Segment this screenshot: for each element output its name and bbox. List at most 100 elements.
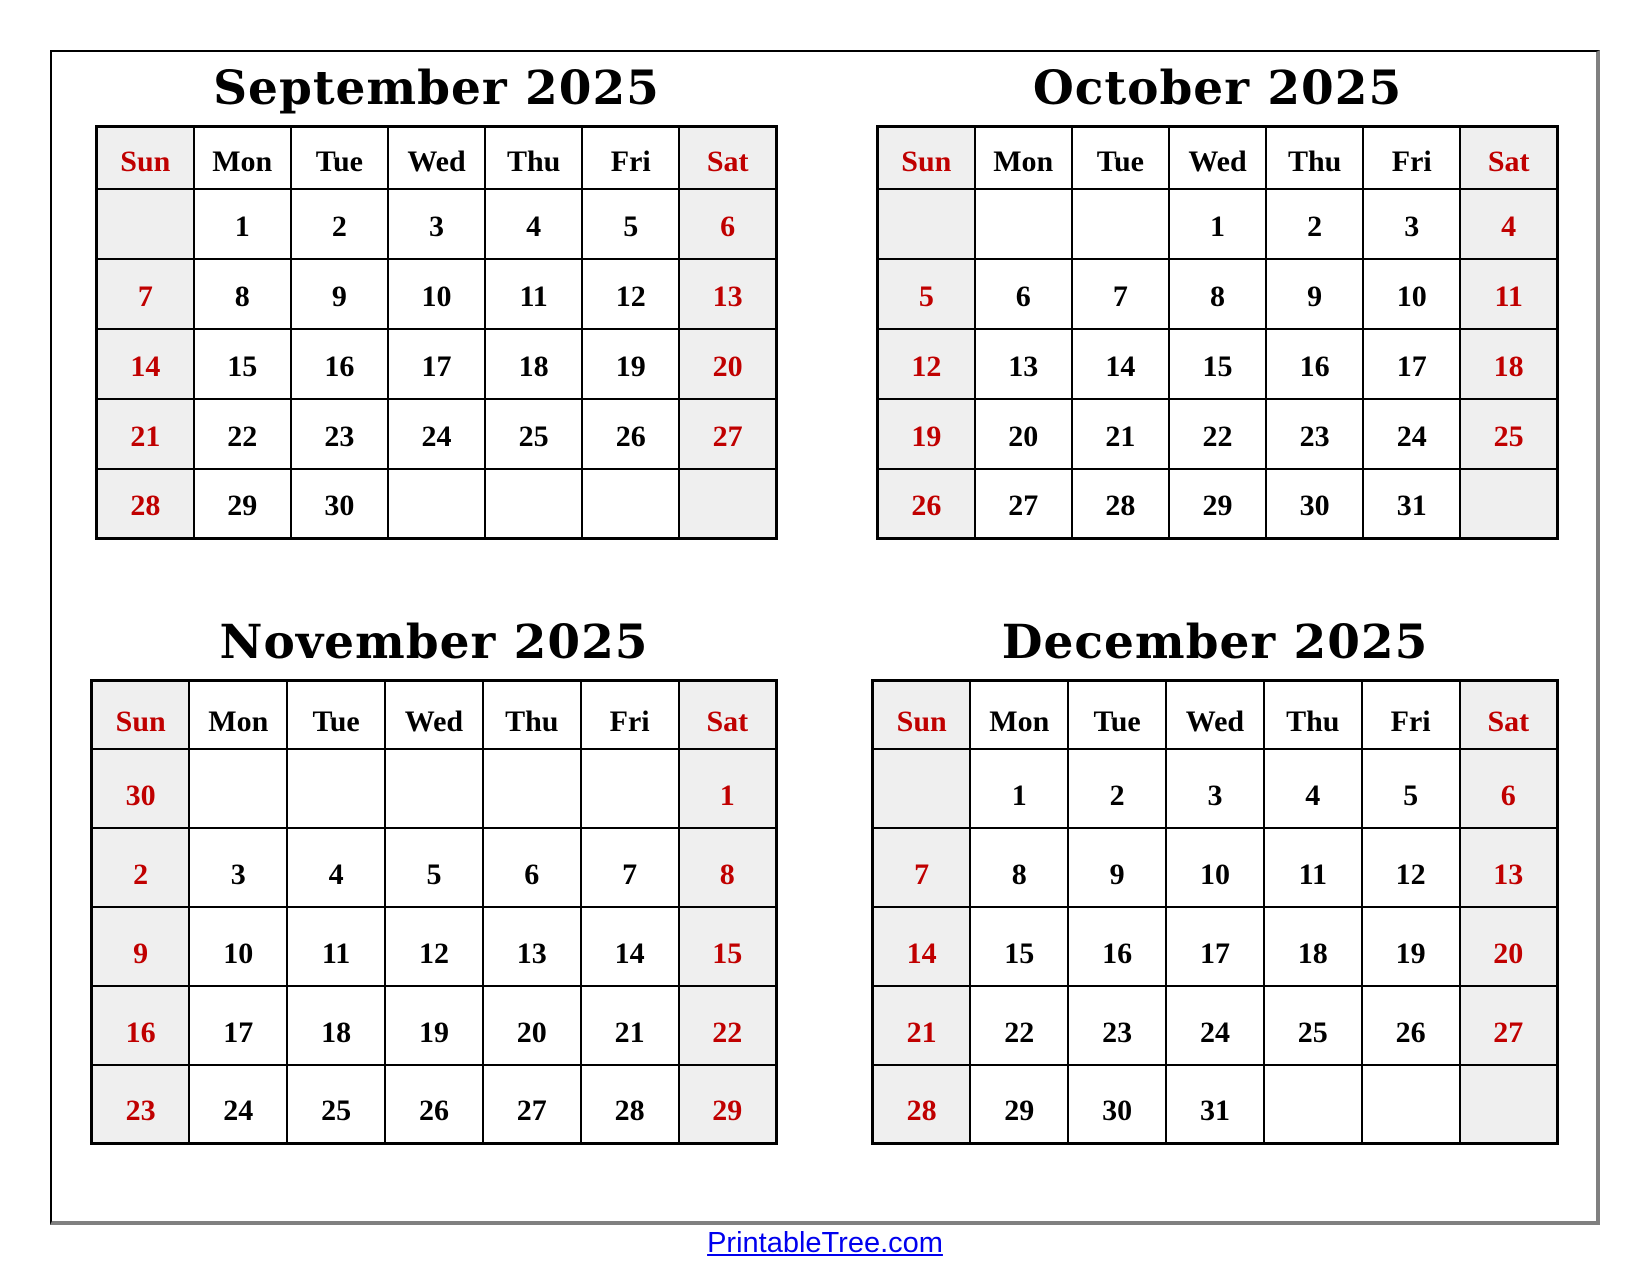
day-cell: 28 [579,1063,680,1145]
day-cell: 4 [484,187,584,260]
day-cell: 9 [90,905,191,987]
weekday-header-sun: Sun [876,125,976,190]
day-cell: 18 [484,327,584,400]
day-cell: 26 [581,397,681,470]
month-grid-october: Sun Mon Tue Wed Thu Fri Sat 1 2 3 4 5 6 7 8 9 10 11 12 13 14… [876,125,1559,540]
day-cell-empty [871,747,972,829]
week-row: 5 6 7 8 9 10 11 [876,257,1559,330]
day-cell: 4 [1459,187,1559,260]
day-cell: 12 [1360,826,1461,908]
weekday-header-sat: Sat [677,679,778,750]
week-row: 14 15 16 17 18 19 20 [95,327,778,400]
day-cell: 22 [1167,397,1268,470]
day-cell: 22 [969,984,1070,1066]
day-cell: 27 [973,467,1073,540]
day-cell: 10 [386,257,487,330]
day-cell: 18 [286,984,387,1066]
weekday-header-mon: Mon [969,679,1070,750]
weekday-header-sun: Sun [871,679,972,750]
footer: PrintableTree.com [0,1227,1650,1260]
calendar-december: December 2025 Sun Mon Tue Wed Thu Fri Sat 1 2 3 4 5… [871,606,1559,1145]
day-cell: 26 [384,1063,484,1145]
day-cell-empty [1459,467,1559,540]
day-cell: 18 [1262,905,1363,987]
day-cell: 30 [1265,467,1365,540]
weekday-header-wed: Wed [386,125,487,190]
day-cell: 26 [1360,984,1461,1066]
day-cell: 9 [1265,257,1365,330]
day-cell: 25 [286,1063,387,1145]
day-cell: 10 [1362,257,1462,330]
weekday-header-wed: Wed [1165,679,1265,750]
day-cell: 4 [286,826,387,908]
day-cell: 23 [1067,984,1168,1066]
weekday-header-thu: Thu [1262,679,1363,750]
day-cell-empty [386,467,487,540]
day-cell: 21 [1070,397,1170,470]
day-cell: 5 [1360,747,1461,829]
day-cell: 15 [1167,327,1268,400]
day-cell: 11 [1459,257,1559,330]
day-cell: 31 [1165,1063,1265,1145]
day-cell: 30 [90,747,191,829]
day-cell: 7 [871,826,972,908]
day-cell: 31 [1362,467,1462,540]
day-cell-empty [384,747,484,829]
day-cell: 21 [95,397,195,470]
day-cell-empty [1458,1063,1559,1145]
day-cell: 17 [386,327,487,400]
day-cell: 13 [678,257,778,330]
month-grid-december: Sun Mon Tue Wed Thu Fri Sat 1 2 3 4 5 6 7 8 9 10 11 12 13 14… [871,679,1559,1145]
week-row: 28 29 30 31 [871,1063,1559,1145]
day-cell: 22 [677,984,778,1066]
day-cell: 3 [1165,747,1265,829]
day-cell: 25 [484,397,584,470]
day-cell: 12 [581,257,681,330]
day-cell: 3 [1362,187,1462,260]
day-cell: 9 [1067,826,1168,908]
weekday-header-mon: Mon [188,679,289,750]
month-title: September 2025 [213,61,660,116]
day-cell: 14 [1070,327,1170,400]
week-row: 12 13 14 15 16 17 18 [876,327,1559,400]
day-cell: 1 [192,187,292,260]
day-cell: 17 [1362,327,1462,400]
day-cell: 1 [677,747,778,829]
day-cell: 16 [1067,905,1168,987]
printabletree-link[interactable]: PrintableTree.com [707,1227,943,1259]
weekday-header-row: Sun Mon Tue Wed Thu Fri Sat [876,125,1559,190]
day-cell: 20 [678,327,778,400]
day-cell: 17 [188,984,289,1066]
day-cell-empty [286,747,387,829]
day-cell-empty [1360,1063,1461,1145]
day-cell: 2 [90,826,191,908]
week-row: 14 15 16 17 18 19 20 [871,905,1559,987]
day-cell: 25 [1459,397,1559,470]
day-cell: 29 [1167,467,1268,540]
weekday-header-tue: Tue [1070,125,1170,190]
day-cell-empty [1070,187,1170,260]
day-cell: 29 [192,467,292,540]
day-cell: 30 [1067,1063,1168,1145]
day-cell: 5 [384,826,484,908]
week-row: 9 10 11 12 13 14 15 [90,905,778,987]
weekday-header-tue: Tue [286,679,387,750]
day-cell: 23 [90,1063,191,1145]
weekday-header-wed: Wed [384,679,484,750]
day-cell: 13 [1458,826,1559,908]
day-cell: 15 [192,327,292,400]
day-cell-empty [1262,1063,1363,1145]
day-cell: 8 [192,257,292,330]
weekday-header-fri: Fri [581,125,681,190]
day-cell-empty [973,187,1073,260]
week-row: 26 27 28 29 30 31 [876,467,1559,540]
day-cell: 8 [1167,257,1268,330]
day-cell: 24 [386,397,487,470]
day-cell: 5 [581,187,681,260]
day-cell: 1 [969,747,1070,829]
day-cell-empty [95,187,195,260]
day-cell: 23 [289,397,389,470]
day-cell: 5 [876,257,976,330]
